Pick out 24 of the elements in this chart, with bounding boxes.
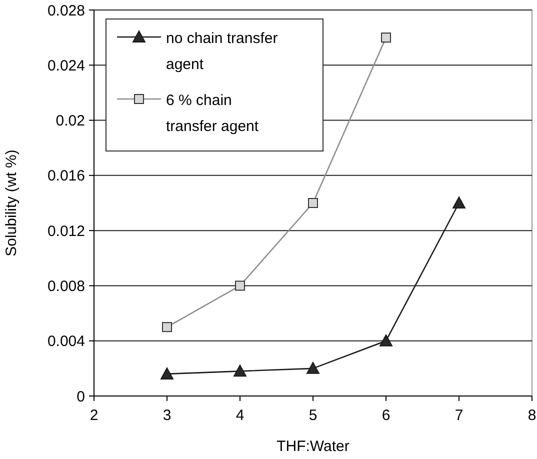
point	[234, 364, 246, 377]
y-axis-title: Solubility (wt %)	[3, 150, 20, 256]
y-tick-label: 0.008	[47, 278, 85, 295]
y-tick-label: 0.004	[47, 333, 85, 350]
x-tick-label: 8	[528, 407, 536, 424]
point	[380, 334, 392, 346]
y-tick-label: 0.02	[56, 112, 85, 130]
point	[306, 362, 320, 374]
y-tick-label: 0.012	[47, 222, 85, 240]
y-tick-label: 0.028	[47, 2, 85, 20]
y-tick-label: 0.024	[47, 57, 85, 74]
x-tick-label: 6	[382, 407, 390, 424]
legend-label: no chain transfer agent	[166, 30, 278, 73]
point	[452, 196, 466, 208]
x-tick-label: 2	[90, 407, 98, 424]
y-tick-label: 0	[76, 388, 85, 406]
x-tick-label: 5	[308, 407, 318, 424]
x-tick-label: 4	[236, 407, 244, 424]
x-tick-label: 3	[162, 407, 172, 424]
legend-label: 6 % chain transfer agent	[166, 92, 260, 135]
y-tick-label: 0.016	[47, 168, 85, 185]
x-axis-title: THF:Water	[276, 438, 350, 455]
x-tick-label: 7	[454, 407, 464, 424]
point	[160, 367, 174, 380]
